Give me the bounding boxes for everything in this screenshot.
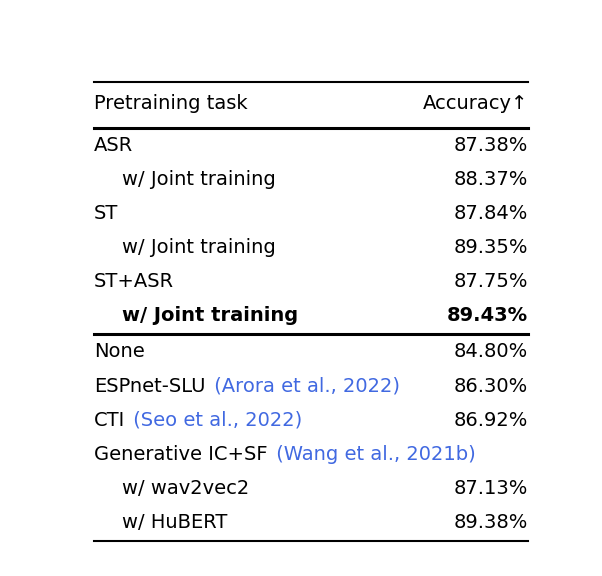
Text: ST: ST <box>94 204 118 223</box>
Text: w/ wav2vec2: w/ wav2vec2 <box>122 479 249 498</box>
Text: None: None <box>94 342 144 361</box>
Text: w/ Joint training: w/ Joint training <box>122 306 298 325</box>
Text: 88.37%: 88.37% <box>453 170 528 189</box>
Text: 86.92%: 86.92% <box>453 411 528 430</box>
Text: 86.30%: 86.30% <box>453 377 528 396</box>
Text: ESPnet-SLU: ESPnet-SLU <box>94 377 205 396</box>
Text: 89.35%: 89.35% <box>453 238 528 257</box>
Text: 87.38%: 87.38% <box>453 136 528 154</box>
Text: w/ Joint training: w/ Joint training <box>122 170 276 189</box>
Text: 89.43%: 89.43% <box>447 306 528 325</box>
Text: 87.75%: 87.75% <box>453 272 528 291</box>
Text: ST+ASR: ST+ASR <box>94 272 174 291</box>
Text: ASR: ASR <box>94 136 133 154</box>
Text: (Wang et al., 2021b): (Wang et al., 2021b) <box>270 445 476 464</box>
Text: 89.38%: 89.38% <box>453 513 528 532</box>
Text: w/ HuBERT: w/ HuBERT <box>122 513 228 532</box>
Text: Generative IC+SF: Generative IC+SF <box>94 445 267 464</box>
Text: Pretraining task: Pretraining task <box>94 93 247 112</box>
Text: CTI: CTI <box>94 411 125 430</box>
Text: Accuracy↑: Accuracy↑ <box>423 93 528 112</box>
Text: 84.80%: 84.80% <box>453 342 528 361</box>
Text: 87.13%: 87.13% <box>453 479 528 498</box>
Text: w/ Joint training: w/ Joint training <box>122 238 276 257</box>
Text: (Arora et al., 2022): (Arora et al., 2022) <box>208 377 400 396</box>
Text: (Seo et al., 2022): (Seo et al., 2022) <box>128 411 303 430</box>
Text: 87.84%: 87.84% <box>453 204 528 223</box>
